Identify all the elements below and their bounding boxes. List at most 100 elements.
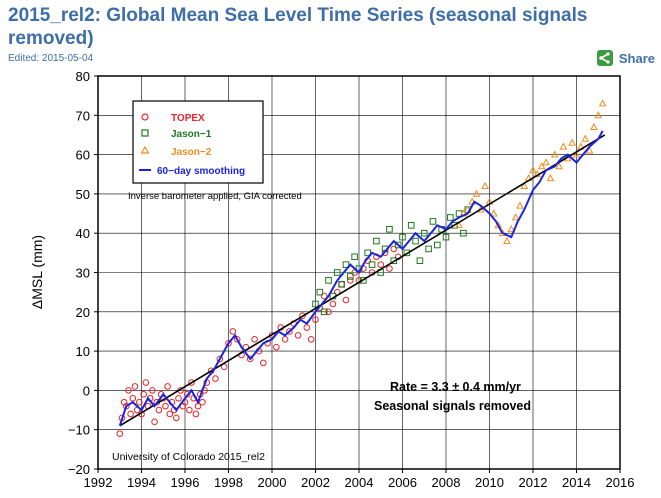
y-tick-label: 40 bbox=[76, 226, 90, 241]
jason1-point bbox=[425, 245, 432, 253]
topex-point bbox=[116, 430, 124, 437]
jason2-point bbox=[511, 213, 520, 221]
y-tick-label: 70 bbox=[76, 108, 90, 123]
topex-point bbox=[140, 391, 147, 398]
jason1-point bbox=[386, 225, 393, 233]
y-axis-label: ΔMSL (mm) bbox=[29, 235, 45, 309]
topex-point bbox=[229, 328, 237, 335]
smoothing-line-path bbox=[118, 130, 604, 427]
topex-point bbox=[286, 328, 293, 335]
x-tick-label: 2010 bbox=[475, 475, 504, 490]
jason1-point bbox=[360, 277, 367, 284]
topex-point bbox=[390, 245, 398, 253]
jason2-point bbox=[590, 122, 598, 130]
jason2-point bbox=[555, 162, 563, 170]
y-tick-label: 60 bbox=[76, 148, 90, 163]
jason2-point bbox=[494, 221, 503, 229]
x-tick-label: 2016 bbox=[606, 475, 635, 490]
jason2-point bbox=[572, 150, 581, 158]
topex-point bbox=[199, 398, 206, 406]
x-axis-ticks: 1992 1994 1996 1998 2000 2002 2004 2006 2008 2010… bbox=[84, 469, 635, 490]
legend-topex-label: TOPEX bbox=[171, 113, 205, 124]
jason2-point bbox=[472, 189, 481, 197]
jason1-point bbox=[399, 233, 406, 241]
x-tick-label: 1996 bbox=[171, 475, 200, 490]
y-axis-ticks: −20 −10 0 10 20 30 40 50 60 70 80 bbox=[68, 69, 98, 477]
jason2-point bbox=[516, 201, 524, 209]
jason2-point bbox=[598, 99, 607, 107]
topex-point bbox=[342, 296, 350, 304]
jason1-point bbox=[364, 249, 371, 257]
topex-point bbox=[151, 418, 158, 426]
topex-point bbox=[173, 414, 180, 422]
rate-annotation: Rate = 3.3 ± 0.4 mm/yr bbox=[390, 380, 521, 394]
topex-point bbox=[246, 355, 254, 363]
topex-point bbox=[281, 336, 289, 343]
jason2-point bbox=[481, 181, 489, 189]
legend-box bbox=[132, 100, 264, 184]
jason1-point bbox=[434, 241, 441, 249]
jason1-point bbox=[460, 229, 467, 237]
jason1-point bbox=[420, 229, 428, 237]
trend-line-path bbox=[119, 134, 606, 427]
x-tick-label: 1994 bbox=[127, 475, 156, 490]
topex-point bbox=[377, 261, 385, 268]
legend-jason2-marker bbox=[140, 145, 150, 154]
jason1-point bbox=[373, 237, 380, 245]
x-tick-label: 1992 bbox=[84, 475, 113, 490]
jason2-point bbox=[503, 236, 511, 244]
jason2-point bbox=[520, 181, 529, 189]
edited-date: Edited: 2015-05-04 bbox=[8, 53, 94, 64]
jason1-point bbox=[368, 261, 376, 268]
jason2-point bbox=[550, 150, 559, 158]
jason2-point bbox=[581, 134, 590, 142]
jason2-point bbox=[568, 138, 576, 146]
jason1-point bbox=[325, 277, 332, 284]
topex-point bbox=[166, 410, 174, 418]
y-tick-label: 10 bbox=[76, 344, 90, 359]
legend-smoothing-label: 60−day smoothing bbox=[157, 166, 245, 177]
jason2-point bbox=[490, 209, 498, 217]
y-tick-label: 80 bbox=[76, 69, 90, 84]
x-tick-label: 2004 bbox=[345, 475, 374, 490]
topex-point bbox=[175, 394, 182, 402]
grid-lines bbox=[98, 76, 620, 469]
x-tick-label: 2008 bbox=[432, 475, 461, 490]
legend-jason1-marker bbox=[141, 129, 149, 137]
share-button[interactable]: Share bbox=[596, 50, 655, 66]
topex-point bbox=[303, 324, 311, 331]
jason1-point bbox=[347, 273, 354, 280]
jason1-point bbox=[412, 237, 419, 245]
legend-topex-marker bbox=[141, 113, 149, 121]
topex-point bbox=[233, 336, 241, 343]
topex-point bbox=[186, 406, 193, 414]
legend: TOPEX Jason−1 Jason−2 60−day smoothing bbox=[132, 100, 264, 184]
jason1-point bbox=[447, 214, 454, 221]
legend-jason1-label: Jason−1 bbox=[171, 129, 212, 140]
y-tick-label: 30 bbox=[76, 266, 90, 281]
topex-point bbox=[312, 316, 319, 323]
topex-point bbox=[155, 406, 163, 414]
jason1-point bbox=[390, 257, 398, 265]
topex-point bbox=[294, 332, 302, 339]
topex-point bbox=[131, 383, 139, 390]
x-tick-label: 2006 bbox=[388, 475, 417, 490]
x-tick-label: 2002 bbox=[301, 475, 330, 490]
y-tick-label: −20 bbox=[68, 462, 90, 477]
topex-point bbox=[129, 394, 137, 402]
topex-point bbox=[127, 410, 134, 418]
jason2-point bbox=[546, 173, 555, 182]
topex-point bbox=[125, 387, 132, 394]
topex-point bbox=[149, 387, 156, 394]
topex-point bbox=[136, 398, 143, 406]
jason1-point bbox=[429, 218, 437, 225]
topex-point bbox=[260, 359, 267, 367]
page-title: 2015_rel2: Global Mean Sea Level Time Se… bbox=[8, 5, 588, 49]
jason1-point bbox=[320, 308, 328, 316]
jason2-point bbox=[455, 221, 463, 229]
jason1-point bbox=[394, 241, 402, 249]
jason2-point bbox=[585, 146, 594, 154]
jason1-point bbox=[351, 253, 358, 261]
topex-point bbox=[188, 379, 195, 386]
share-label: Share bbox=[618, 50, 655, 66]
